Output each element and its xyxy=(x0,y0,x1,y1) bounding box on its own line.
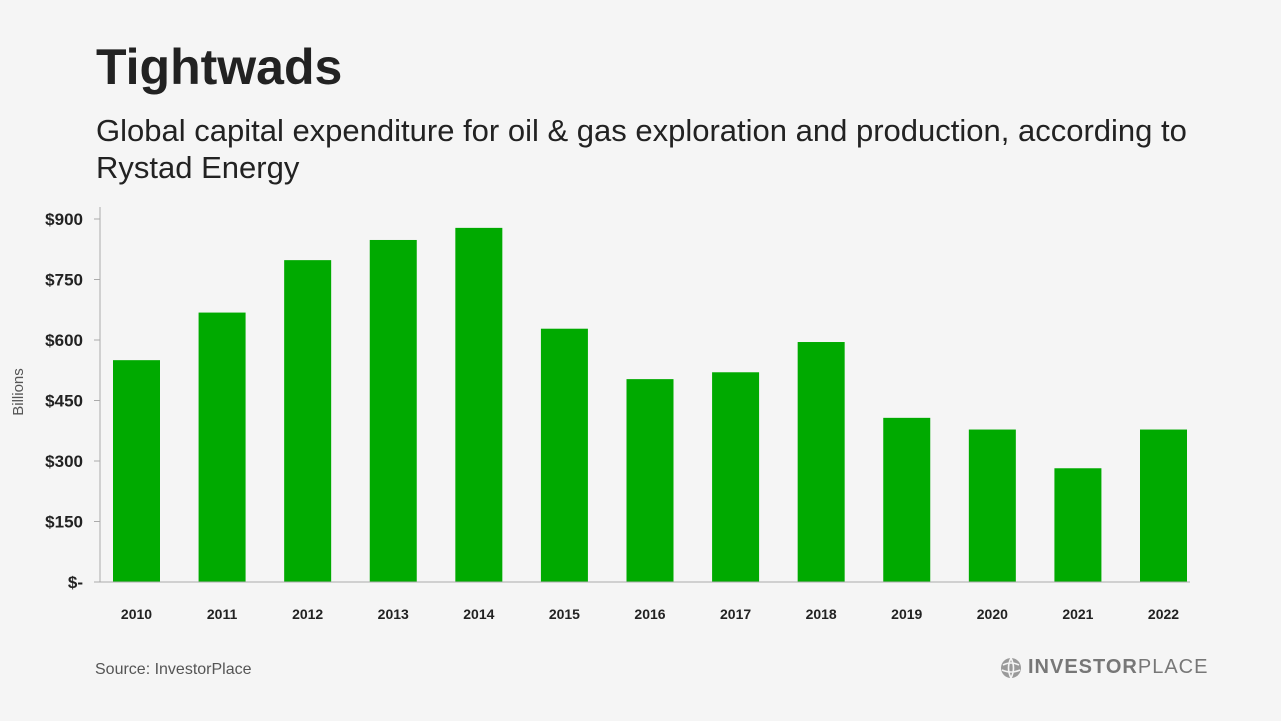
bar-2018 xyxy=(797,342,845,582)
bar-2021 xyxy=(1054,468,1102,582)
y-axis: $- $150 $300 $450 $600 $750 $900 xyxy=(45,207,101,592)
logo-text-bold: INVESTOR xyxy=(1028,656,1138,678)
bar-2016 xyxy=(626,379,674,582)
x-tick-label: 2019 xyxy=(891,606,922,622)
y-tick-label: $750 xyxy=(45,271,83,290)
y-tick-label: $300 xyxy=(45,452,83,471)
x-tick-label: 2022 xyxy=(1148,606,1179,622)
x-tick-label: 2012 xyxy=(292,606,323,622)
bar-2010 xyxy=(113,360,160,582)
logo-globe-icon xyxy=(1001,657,1021,678)
x-axis: 2010 2011 2012 2013 2014 2015 2016 2017 2018 2019… xyxy=(100,581,1190,622)
chart-title: Tightwads xyxy=(96,39,343,95)
x-tick-label: 2016 xyxy=(634,606,665,622)
x-tick-label: 2011 xyxy=(207,606,238,622)
investorplace-logo: INVESTORPLACE xyxy=(1000,656,1208,679)
bars xyxy=(113,227,1187,582)
bar-2022 xyxy=(1140,429,1187,582)
y-tick-label: $450 xyxy=(45,392,83,411)
bar-2012 xyxy=(284,260,332,582)
y-tick-label: $150 xyxy=(45,513,83,532)
y-tick-label: $- xyxy=(68,573,83,592)
x-tick-label: 2015 xyxy=(549,606,580,622)
x-tick-label: 2021 xyxy=(1062,606,1093,622)
logo-text-light: PLACE xyxy=(1137,656,1209,678)
bar-2013 xyxy=(369,239,417,582)
y-tick-label: $900 xyxy=(45,210,83,229)
x-tick-label: 2017 xyxy=(720,606,751,622)
bar-2020 xyxy=(968,429,1016,582)
x-tick-label: 2010 xyxy=(121,606,152,622)
x-tick-label: 2013 xyxy=(378,606,409,622)
y-tick-label: $600 xyxy=(45,331,83,350)
chart-subtitle: Global capital expenditure for oil & gas… xyxy=(96,113,1187,185)
x-tick-label: 2020 xyxy=(977,606,1008,622)
x-tick-label: 2018 xyxy=(806,606,837,622)
bar-2015 xyxy=(540,328,588,582)
source-note: Source: InvestorPlace xyxy=(95,661,252,678)
bar-2019 xyxy=(883,417,931,582)
bar-2017 xyxy=(712,372,760,582)
y-axis-label: Billions xyxy=(10,368,27,416)
x-tick-label: 2014 xyxy=(463,606,494,622)
bar-2014 xyxy=(455,227,503,582)
bar-2011 xyxy=(198,312,246,582)
